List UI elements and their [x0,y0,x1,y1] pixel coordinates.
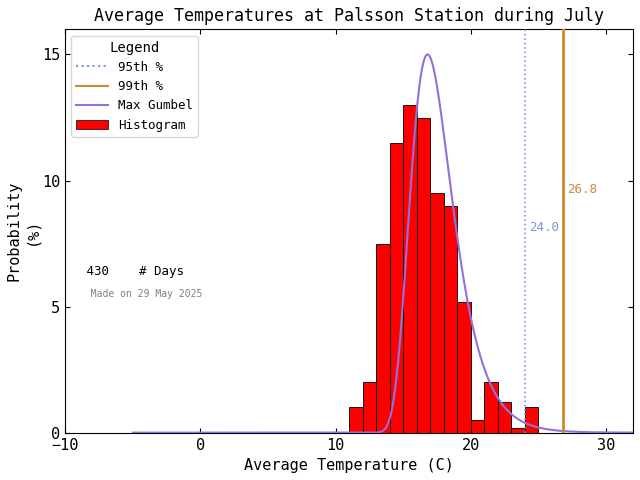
Legend: 95th %, 99th %, Max Gumbel, Histogram: 95th %, 99th %, Max Gumbel, Histogram [72,36,198,136]
Bar [349,408,363,432]
Text: 24.0: 24.0 [529,221,559,234]
Text: 26.8: 26.8 [567,183,597,196]
Bar [498,402,511,432]
Bar [444,206,458,432]
Bar [390,143,403,432]
Bar [484,382,498,432]
Title: Average Temperatures at Palsson Station during July: Average Temperatures at Palsson Station … [94,7,604,25]
Y-axis label: Probability
(%): Probability (%) [7,181,39,281]
Bar [363,382,376,432]
Text: Made on 29 May 2025: Made on 29 May 2025 [79,289,203,300]
Bar [403,105,417,432]
Bar [471,420,484,432]
Bar [511,428,525,432]
Bar [376,243,390,432]
Bar [417,118,430,432]
Bar [525,408,538,432]
X-axis label: Average Temperature (C): Average Temperature (C) [244,458,454,473]
Bar [430,193,444,432]
Text: 430    # Days: 430 # Days [79,265,184,278]
Bar [458,301,471,432]
